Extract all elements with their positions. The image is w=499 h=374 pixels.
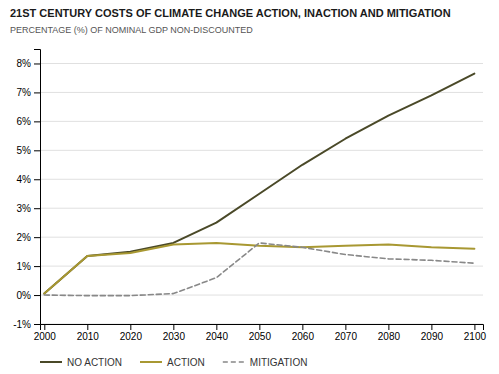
lines bbox=[44, 74, 474, 296]
tick-mark bbox=[259, 324, 260, 330]
tick-mark bbox=[44, 324, 45, 330]
tick: 2070 bbox=[335, 324, 358, 342]
legend-item: ACTION bbox=[140, 357, 205, 368]
tick: 8% bbox=[17, 58, 40, 69]
tick: 2080 bbox=[378, 324, 401, 342]
series-line bbox=[44, 243, 474, 294]
tick-mark bbox=[34, 121, 40, 122]
tick: 2000 bbox=[34, 324, 57, 342]
y-axis: -1% 0% 1% 2% 3% 4% 5% 6% 7% 8% bbox=[13, 50, 40, 330]
tick: 7% bbox=[17, 87, 40, 98]
tick-label: 2020 bbox=[120, 331, 143, 342]
tick-label: 2050 bbox=[249, 331, 272, 342]
tick-mark bbox=[388, 324, 389, 330]
x-axis: 2000 2010 2020 2030 2040 2050 2060 2070 2080 2090… bbox=[34, 324, 487, 342]
tick-mark bbox=[173, 324, 174, 330]
tick-label: 5% bbox=[17, 145, 32, 156]
legend-swatch bbox=[223, 361, 245, 363]
grid-line bbox=[40, 121, 483, 122]
tick: 2060 bbox=[292, 324, 315, 342]
tick-label: 2030 bbox=[163, 331, 186, 342]
tick-label: 2060 bbox=[292, 331, 315, 342]
title: 21ST CENTURY COSTS OF CLIMATE CHANGE ACT… bbox=[10, 7, 451, 19]
tick: -1% bbox=[13, 319, 40, 330]
axis-line bbox=[41, 325, 484, 331]
tick-label: 6% bbox=[17, 116, 32, 127]
tick-label: 2100 bbox=[464, 331, 487, 342]
tick-mark bbox=[87, 324, 88, 330]
tick-label: 2090 bbox=[421, 331, 444, 342]
tick: 6% bbox=[17, 116, 40, 127]
grid-line bbox=[40, 266, 483, 267]
tick-label: 1% bbox=[17, 261, 32, 272]
tick-mark bbox=[34, 324, 40, 325]
tick: 2010 bbox=[77, 324, 100, 342]
legend-swatch bbox=[140, 361, 162, 363]
grid-line bbox=[40, 179, 483, 180]
tick-label: 4% bbox=[17, 174, 32, 185]
tick-mark bbox=[302, 324, 303, 330]
grid-line bbox=[40, 92, 483, 93]
tick-mark bbox=[34, 92, 40, 93]
subtitle: PERCENTAGE (%) OF NOMINAL GDP NON-DISCOU… bbox=[10, 25, 253, 35]
tick: 2020 bbox=[120, 324, 143, 342]
grid-line bbox=[40, 150, 483, 151]
tick-mark bbox=[130, 324, 131, 330]
grid-line bbox=[40, 237, 483, 238]
legend: NO ACTION ACTION MITIGATION bbox=[40, 357, 307, 368]
chart-container: 21ST CENTURY COSTS OF CLIMATE CHANGE ACT… bbox=[0, 0, 499, 374]
tick-label: 0% bbox=[17, 290, 32, 301]
grid-line bbox=[40, 208, 483, 209]
plot-area: 2000 2010 2020 2030 2040 2050 2060 2070 2080 2090… bbox=[13, 50, 486, 343]
tick-label: 8% bbox=[17, 58, 32, 69]
tick-mark bbox=[216, 324, 217, 330]
tick-mark bbox=[34, 208, 40, 209]
title-line: 21ST CENTURY COSTS OF CLIMATE CHANGE ACT… bbox=[10, 7, 451, 19]
series-line bbox=[44, 243, 474, 296]
tick-mark bbox=[474, 324, 475, 330]
grid bbox=[40, 63, 483, 324]
tick-label: 2000 bbox=[34, 331, 57, 342]
tick-mark bbox=[34, 150, 40, 151]
tick: 3% bbox=[17, 203, 40, 214]
tick-label: 2070 bbox=[335, 331, 358, 342]
tick: 2100 bbox=[464, 324, 487, 342]
legend-label: ACTION bbox=[167, 357, 205, 368]
tick: 2090 bbox=[421, 324, 444, 342]
tick: 5% bbox=[17, 145, 40, 156]
series-line bbox=[44, 74, 474, 294]
legend-item: NO ACTION bbox=[40, 357, 122, 368]
grid-line bbox=[40, 295, 483, 296]
tick-label: 7% bbox=[17, 87, 32, 98]
tick-mark bbox=[34, 63, 40, 64]
grid-line bbox=[40, 63, 483, 64]
tick-mark bbox=[431, 324, 432, 330]
tick-label: 3% bbox=[17, 203, 32, 214]
tick: 0% bbox=[17, 290, 40, 301]
tick-mark bbox=[34, 237, 40, 238]
axis-line bbox=[34, 50, 41, 325]
tick: 2% bbox=[17, 232, 40, 243]
tick: 2040 bbox=[206, 324, 229, 342]
tick-mark bbox=[345, 324, 346, 330]
tick-label: 2080 bbox=[378, 331, 401, 342]
tick-label: -1% bbox=[13, 319, 31, 330]
legend-swatch bbox=[40, 361, 62, 363]
tick-label: 2010 bbox=[77, 331, 100, 342]
tick-label: 2% bbox=[17, 232, 32, 243]
tick-label: 2040 bbox=[206, 331, 229, 342]
legend-item: MITIGATION bbox=[223, 357, 308, 368]
tick: 2050 bbox=[249, 324, 272, 342]
tick: 4% bbox=[17, 174, 40, 185]
tick-mark bbox=[34, 266, 40, 267]
tick-mark bbox=[34, 295, 40, 296]
tick: 1% bbox=[17, 261, 40, 272]
tick: 2030 bbox=[163, 324, 186, 342]
tick-mark bbox=[34, 179, 40, 180]
legend-label: MITIGATION bbox=[250, 357, 308, 368]
chart: 21ST CENTURY COSTS OF CLIMATE CHANGE ACT… bbox=[0, 0, 499, 374]
legend-label: NO ACTION bbox=[67, 357, 122, 368]
